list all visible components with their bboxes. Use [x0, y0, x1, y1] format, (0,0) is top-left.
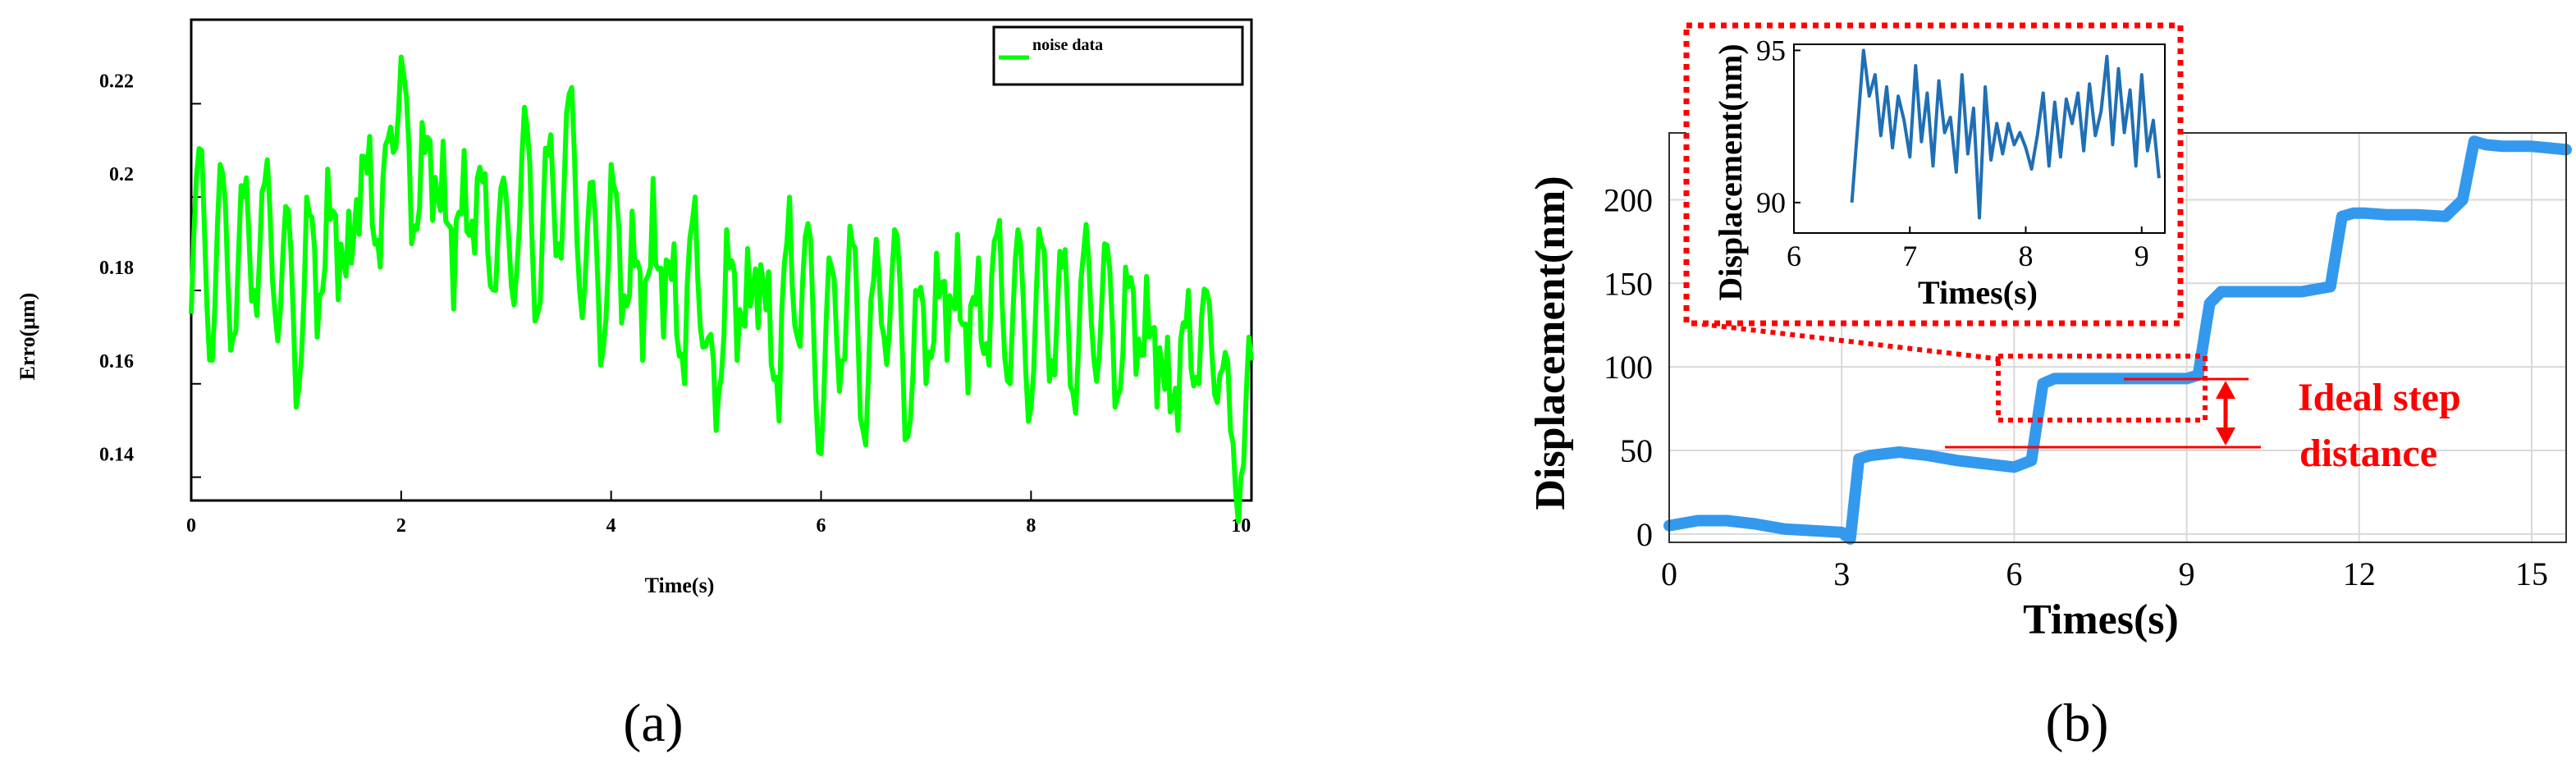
- chart-b-y-tick-label: 50: [1620, 432, 1653, 469]
- inset-x-tick-label: 7: [1902, 240, 1917, 272]
- chart-b-y-tick-label: 200: [1604, 181, 1653, 218]
- inset-y-tick-label: 90: [1756, 186, 1786, 219]
- panel-label-b: (b): [2046, 693, 2109, 753]
- chart-a-x-tick-label: 10: [1231, 515, 1251, 537]
- chart-b-x-tick-label: 3: [1833, 555, 1850, 592]
- inset-y-axis-label: Displacement(nm): [1712, 43, 1749, 300]
- zoom-connector-line: [1701, 322, 2003, 362]
- inset-x-tick-label: 9: [2134, 240, 2149, 272]
- step-distance-label-line1: Ideal step: [2298, 376, 2461, 419]
- chart-b-y-axis-label: Displacement(nm): [1527, 176, 1574, 510]
- chart-a-x-tick-label: 6: [817, 515, 826, 537]
- chart-a-series-noise-data: [189, 54, 1254, 524]
- chart-a-legend-box: [992, 25, 1244, 86]
- step-distance-annotation: Ideal step distance: [1945, 376, 2461, 475]
- inset-y-tick-label: 95: [1756, 34, 1786, 66]
- inset-ticks: 6 7 8 9 90 95: [1756, 34, 2149, 272]
- chart-a-y-tick-label: 0.2: [109, 164, 134, 185]
- chart-a-legend: noise data: [992, 25, 1244, 86]
- zoom-region-box: [1996, 354, 2208, 423]
- chart-b-x-tick-label: 15: [2515, 555, 2548, 592]
- chart-a-y-tick-label: 0.16: [99, 351, 134, 373]
- chart-a-x-axis-label: Time(s): [645, 574, 715, 597]
- step-distance-label-line2: distance: [2299, 432, 2437, 475]
- panel-label-a: (a): [623, 693, 683, 753]
- chart-b-x-tick-label: 9: [2179, 555, 2195, 592]
- chart-a-legend-label: noise data: [1032, 36, 1103, 54]
- inset-x-axis-label: Times(s): [1918, 274, 2038, 311]
- chart-b-y-tick-label: 150: [1604, 265, 1653, 302]
- chart-a-y-tick-label: 0.14: [99, 445, 134, 466]
- chart-a-ticks: 0 2 4 6 8 10 0.14 0.16 0.18 0.2 0.22: [99, 71, 1251, 537]
- chart-a-x-tick-label: 0: [186, 515, 196, 537]
- inset-series-displacement: [1850, 48, 2161, 220]
- chart-b-y-tick-label: 100: [1604, 349, 1653, 386]
- chart-b-x-tick-label: 0: [1661, 555, 1677, 592]
- chart-a-y-tick-label: 0.22: [99, 71, 134, 92]
- chart-a-y-axis-label: Erro(μm): [16, 293, 39, 381]
- inset-x-tick-label: 8: [2019, 240, 2034, 272]
- chart-a-x-tick-label: 8: [1026, 515, 1036, 537]
- step-distance-arrow-head-down: [2216, 427, 2235, 446]
- chart-a-y-tick-label: 0.18: [99, 258, 134, 279]
- chart-a-x-tick-label: 2: [396, 515, 406, 537]
- chart-b-x-axis-label: Times(s): [2023, 596, 2179, 643]
- chart-b-y-tick-label: 0: [1636, 516, 1653, 553]
- chart-b-x-tick-label: 6: [2006, 555, 2022, 592]
- chart-a-x-tick-label: 4: [606, 515, 616, 537]
- chart-b-x-tick-label: 12: [2343, 555, 2376, 592]
- inset-x-tick-label: 6: [1787, 240, 1801, 272]
- step-distance-arrow-head-up: [2216, 381, 2235, 399]
- chart-a: 0 2 4 6 8 10 0.14 0.16 0.18 0.2 0.22 noise data Ti…: [16, 18, 1254, 597]
- chart-a-plot-area: [190, 18, 1253, 502]
- chart-b-inset: 6 7 8 9 90 95 Times(s) Displacement(nm): [1683, 22, 2184, 327]
